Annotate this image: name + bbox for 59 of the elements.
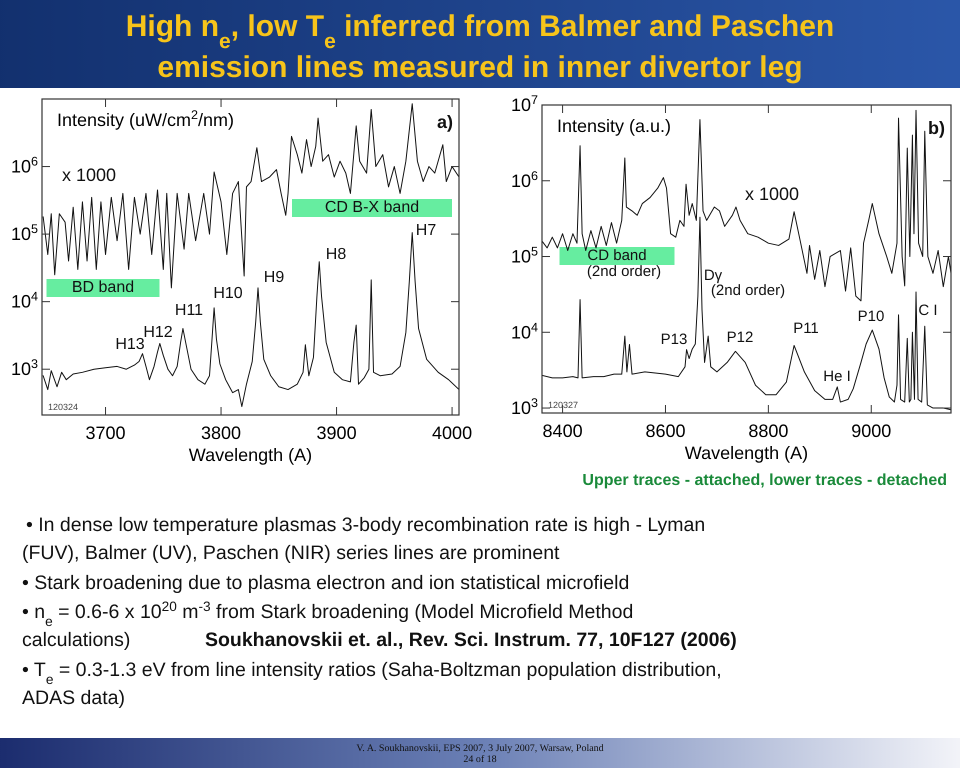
text: Soukhanovskii et. al., Rev. Sci. Instrum. 77, 10F127 (2006) [205,629,737,651]
annotation: b) [928,118,945,138]
annotation: P11 [793,320,819,337]
annotation: H10 [213,285,243,302]
text: V. A. Soukhanovskii, EPS 2007, 3 July 2007, Warsaw, Poland [356,743,604,754]
line-series [542,110,951,302]
y-tick-label: 10$^{3}$ [510,396,538,418]
text: High n$_{e}$, low T$_{e}$ inferred from Balmer and Paschen emission lines measured in inner divertor leg [126,10,834,84]
annotation: P10 [858,308,884,325]
annotation: H13 [115,336,145,354]
annotation: 120324 [48,402,78,412]
annotation: P13 [660,330,688,348]
x-tick-label: 8400 [542,421,583,441]
text: (FUV), Balmer (UV), Paschen (NIR) series lines are prominent [22,542,560,564]
text: • T$_{e}$ = 0.3-1.3 eV from line intensity ratios (Saha-Boltzman population distribution, [22,659,722,686]
annotation: (2nd order) [586,262,662,280]
y-tick-label: 10$^{5}$ [510,244,538,267]
y-tick-label: 10$^{5}$ [10,222,38,244]
x-axis-title: Wavelength (A) [684,443,808,463]
annotation: He I [823,368,851,385]
annotation: H8 [326,246,346,264]
text: • In dense low temperature plasmas 3-body recombination rate is high - Lyman [26,514,706,536]
x-tick-label: 3700 [86,423,126,443]
y-tick-label: 10$^{6}$ [10,154,38,177]
y-tick-label: 10$^{4}$ [510,320,538,342]
line-series [542,216,951,410]
x-tick-label: 4000 [432,423,472,443]
annotation: BD band [72,279,134,296]
y-tick-label: 10$^{3}$ [10,357,38,380]
text: 24 of 18 [463,754,497,765]
annotation: CD band [587,246,647,264]
annotation: x 1000 [62,164,116,185]
x-tick-label: 9000 [851,421,892,441]
annotation: H7 [416,222,436,240]
y-tick-label: 10$^{4}$ [10,290,38,312]
x-tick-label: 8800 [748,421,788,441]
x-axis-title: Wavelength (A) [188,445,312,465]
annotation: 120327 [548,400,578,410]
y-axis-title: Intensity (a.u.) [557,116,672,136]
annotation: P12 [726,328,754,346]
y-tick-label: 10$^{6}$ [510,168,538,191]
x-tick-label: 8600 [645,421,686,441]
text: • Stark broadening due to plasma electron and ion statistical microfield [22,572,630,594]
annotation: C I [918,302,938,319]
annotation: H12 [143,324,173,342]
y-tick-label: 10$^{7}$ [510,93,538,115]
x-tick-label: 3800 [201,423,242,443]
annotation: CD B-X band [324,199,420,216]
annotation: Dγ [704,266,723,284]
text: ADAS data) [22,687,125,709]
annotation: a) [436,112,453,132]
text: calculations) [22,629,130,651]
x-tick-label: 3900 [316,423,357,443]
text: Upper traces - attached, lower traces - detached [582,472,947,489]
y-axis-title: Intensity (uW/cm$^{2}$/nm) [57,108,234,130]
annotation: x 1000 [744,184,800,204]
text: • n$_{e}$ = 0.6-6 x 10$^{20}$ m$^{-3}$ from Stark broadening (Model Microfield Method [22,598,634,628]
annotation: H11 [174,302,204,320]
annotation: H9 [264,269,284,286]
